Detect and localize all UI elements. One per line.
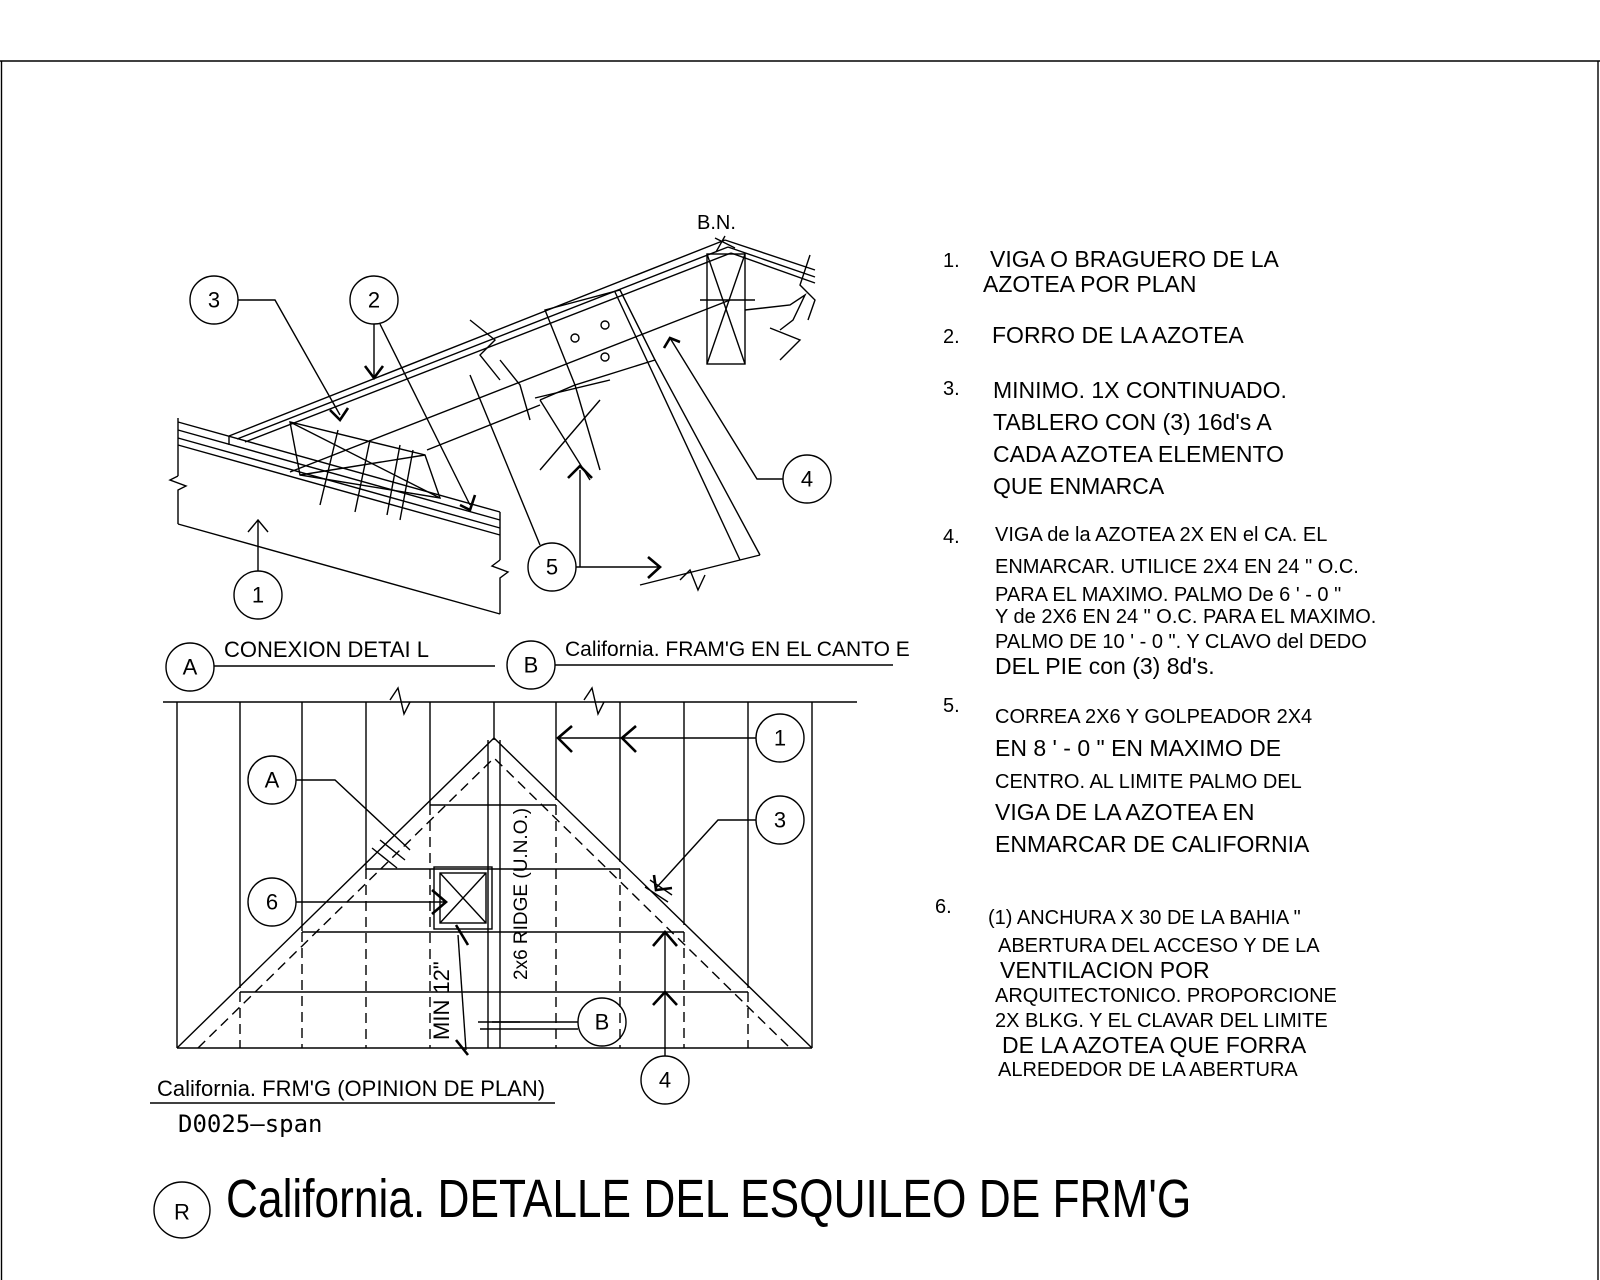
detail-tag-b: B California. FRAM'G EN EL CANTO E (506, 638, 910, 690)
svg-text:6: 6 (266, 890, 278, 915)
svg-text:VIGA DE LA AZOTEA EN: VIGA DE LA AZOTEA EN (995, 799, 1255, 825)
svg-text:DE LA AZOTEA QUE FORRA: DE LA AZOTEA QUE FORRA (1002, 1032, 1307, 1058)
detail-a-caption: CONEXION DETAI L (224, 637, 429, 662)
svg-text:VENTILACION POR: VENTILACION POR (1000, 957, 1210, 983)
note-6: 6. (1) ANCHURA X 30 DE LA BAHIA " ABERTU… (935, 896, 1337, 1081)
plan-rafters (176, 702, 813, 1048)
svg-text:PARA EL MAXIMO. PALMO De 6 ' -: PARA EL MAXIMO. PALMO De 6 ' - 0 " (995, 584, 1341, 606)
svg-text:4: 4 (801, 467, 813, 492)
section-detail: B.N. (168, 212, 816, 615)
svg-text:4.: 4. (943, 526, 960, 548)
svg-text:2.: 2. (943, 326, 960, 348)
svg-text:CENTRO. AL LIMITE PALMO DEL: CENTRO. AL LIMITE PALMO DEL (995, 771, 1302, 793)
svg-text:ENMARCAR. UTILICE 2X4 EN 24 ": ENMARCAR. UTILICE 2X4 EN 24 " O.C. (995, 556, 1359, 578)
svg-text:(1) ANCHURA X 30 DE LA BAHIA ": (1) ANCHURA X 30 DE LA BAHIA " (988, 907, 1301, 929)
ridge-label: 2x6 RIDGE (U.N.O.) (511, 808, 532, 980)
svg-text:6.: 6. (935, 896, 952, 918)
svg-text:CORREA 2X6 Y GOLPEADOR 2X4: CORREA 2X6 Y GOLPEADOR 2X4 (995, 706, 1312, 728)
svg-text:ARQUITECTONICO. PROPORCIONE: ARQUITECTONICO. PROPORCIONE (995, 985, 1337, 1007)
callout-1-plan: 1 (556, 713, 805, 763)
min-12-label: MIN 12" (429, 961, 454, 1040)
plan-view: 2x6 RIDGE (U.N.O.) MIN 12" (163, 686, 857, 1056)
svg-text:QUE ENMARCA: QUE ENMARCA (993, 473, 1165, 499)
svg-text:FORRO DE LA AZOTEA: FORRO DE LA AZOTEA (992, 322, 1244, 348)
svg-text:MINIMO. 1X CONTINUADO.: MINIMO. 1X CONTINUADO. (993, 377, 1287, 403)
callout-4-section: 4 (662, 336, 832, 504)
svg-text:B: B (524, 653, 539, 678)
svg-text:2X BLKG. Y EL CLAVAR DEL LIMIT: 2X BLKG. Y EL CLAVAR DEL LIMITE (995, 1010, 1328, 1032)
svg-text:3: 3 (208, 288, 220, 313)
svg-text:CADA AZOTEA ELEMENTO: CADA AZOTEA ELEMENTO (993, 441, 1284, 467)
svg-text:1: 1 (252, 583, 264, 608)
svg-text:DEL PIE con (3) 8d's.: DEL PIE con (3) 8d's. (995, 653, 1215, 679)
callout-a-plan: A (247, 755, 411, 851)
gusset-plate (426, 289, 761, 592)
svg-text:ENMARCAR DE CALIFORNIA: ENMARCAR DE CALIFORNIA (995, 831, 1310, 857)
note-2: 2. FORRO DE LA AZOTEA (943, 322, 1244, 348)
svg-text:3: 3 (774, 808, 786, 833)
svg-text:PALMO DE 10 ' - 0 ". Y CLAVO d: PALMO DE 10 ' - 0 ". Y CLAVO del DEDO (995, 631, 1367, 653)
svg-text:2: 2 (368, 288, 380, 313)
svg-text:EN 8 ' - 0 " EN MAXIMO DE: EN 8 ' - 0 " EN MAXIMO DE (995, 735, 1281, 761)
detail-tag-a: A CONEXION DETAI L (165, 637, 495, 692)
callout-3-plan: 3 (652, 795, 805, 892)
svg-text:1: 1 (774, 726, 786, 751)
note-1: 1. VIGA O BRAGUERO DE LA AZOTEA POR PLAN (943, 246, 1280, 297)
svg-text:1.: 1. (943, 250, 960, 272)
title-symbol-circle (153, 1181, 211, 1239)
notes: 1. VIGA O BRAGUERO DE LA AZOTEA POR PLAN… (935, 246, 1376, 1081)
svg-text:AZOTEA POR PLAN: AZOTEA POR PLAN (983, 271, 1196, 297)
svg-text:3.: 3. (943, 378, 960, 400)
title-block: R California. DETALLE DEL ESQUILEO DE FR… (153, 1169, 1191, 1239)
svg-text:ALREDEDOR DE LA ABERTURA: ALREDEDOR DE LA ABERTURA (998, 1059, 1298, 1081)
svg-text:TABLERO CON (3) 16d's A: TABLERO CON (3) 16d's A (993, 409, 1272, 435)
sheet-number: D0025–span (178, 1110, 323, 1138)
callout-3-section: 3 (189, 275, 350, 423)
title-symbol: R (174, 1200, 190, 1225)
right-roof-section (228, 239, 816, 473)
callout-1-section: 1 (233, 518, 283, 620)
callout-5-section: 5 (527, 464, 662, 592)
detail-b-caption: California. FRAM'G EN EL CANTO E (565, 638, 910, 661)
callout-b-plan: B (478, 997, 627, 1047)
bn-label: B.N. (697, 212, 736, 234)
note-4: 4. VIGA de la AZOTEA 2X EN el CA. EL ENM… (943, 524, 1376, 679)
sheet-border (0, 60, 1600, 1280)
plan-callouts: 1 3 A 6 B (247, 713, 805, 1105)
svg-text:A: A (265, 768, 280, 793)
note-3: 3. MINIMO. 1X CONTINUADO. TABLERO CON (3… (943, 377, 1287, 499)
callout-2-section: 2 (349, 275, 477, 512)
svg-text:5.: 5. (943, 695, 960, 717)
callout-4-plan: 4 (640, 930, 690, 1105)
left-roof-section (168, 418, 510, 615)
svg-text:A: A (183, 655, 198, 680)
drawing-title: California. DETALLE DEL ESQUILEO DE FRM'… (226, 1169, 1191, 1229)
svg-text:VIGA de la AZOTEA 2X EN el CA.: VIGA de la AZOTEA 2X EN el CA. EL (995, 524, 1327, 546)
ridge-board-section (700, 235, 816, 365)
svg-text:ABERTURA DEL ACCESO Y DE LA: ABERTURA DEL ACCESO Y DE LA (998, 935, 1320, 957)
note-5: 5. CORREA 2X6 Y GOLPEADOR 2X4 EN 8 ' - 0… (943, 695, 1312, 857)
svg-text:VIGA O BRAGUERO DE LA: VIGA O BRAGUERO DE LA (990, 246, 1280, 272)
svg-text:5: 5 (546, 555, 558, 580)
svg-text:4: 4 (659, 1068, 671, 1093)
callout-6-plan: 6 (247, 877, 448, 927)
blocking-section (289, 421, 442, 521)
section-callouts: 3 2 1 5 4 (189, 275, 832, 620)
plan-caption: California. FRM'G (OPINION DE PLAN) (157, 1076, 545, 1101)
svg-text:Y de 2X6 EN 24 " O.C. PARA EL: Y de 2X6 EN 24 " O.C. PARA EL MAXIMO. (995, 606, 1376, 628)
svg-text:B: B (595, 1010, 610, 1035)
